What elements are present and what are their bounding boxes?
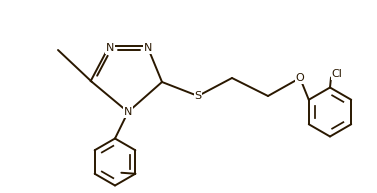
- Text: N: N: [106, 43, 114, 53]
- Text: N: N: [124, 107, 132, 117]
- Text: S: S: [195, 91, 202, 101]
- Text: Cl: Cl: [331, 69, 342, 80]
- Text: N: N: [144, 43, 152, 53]
- Text: O: O: [296, 73, 304, 83]
